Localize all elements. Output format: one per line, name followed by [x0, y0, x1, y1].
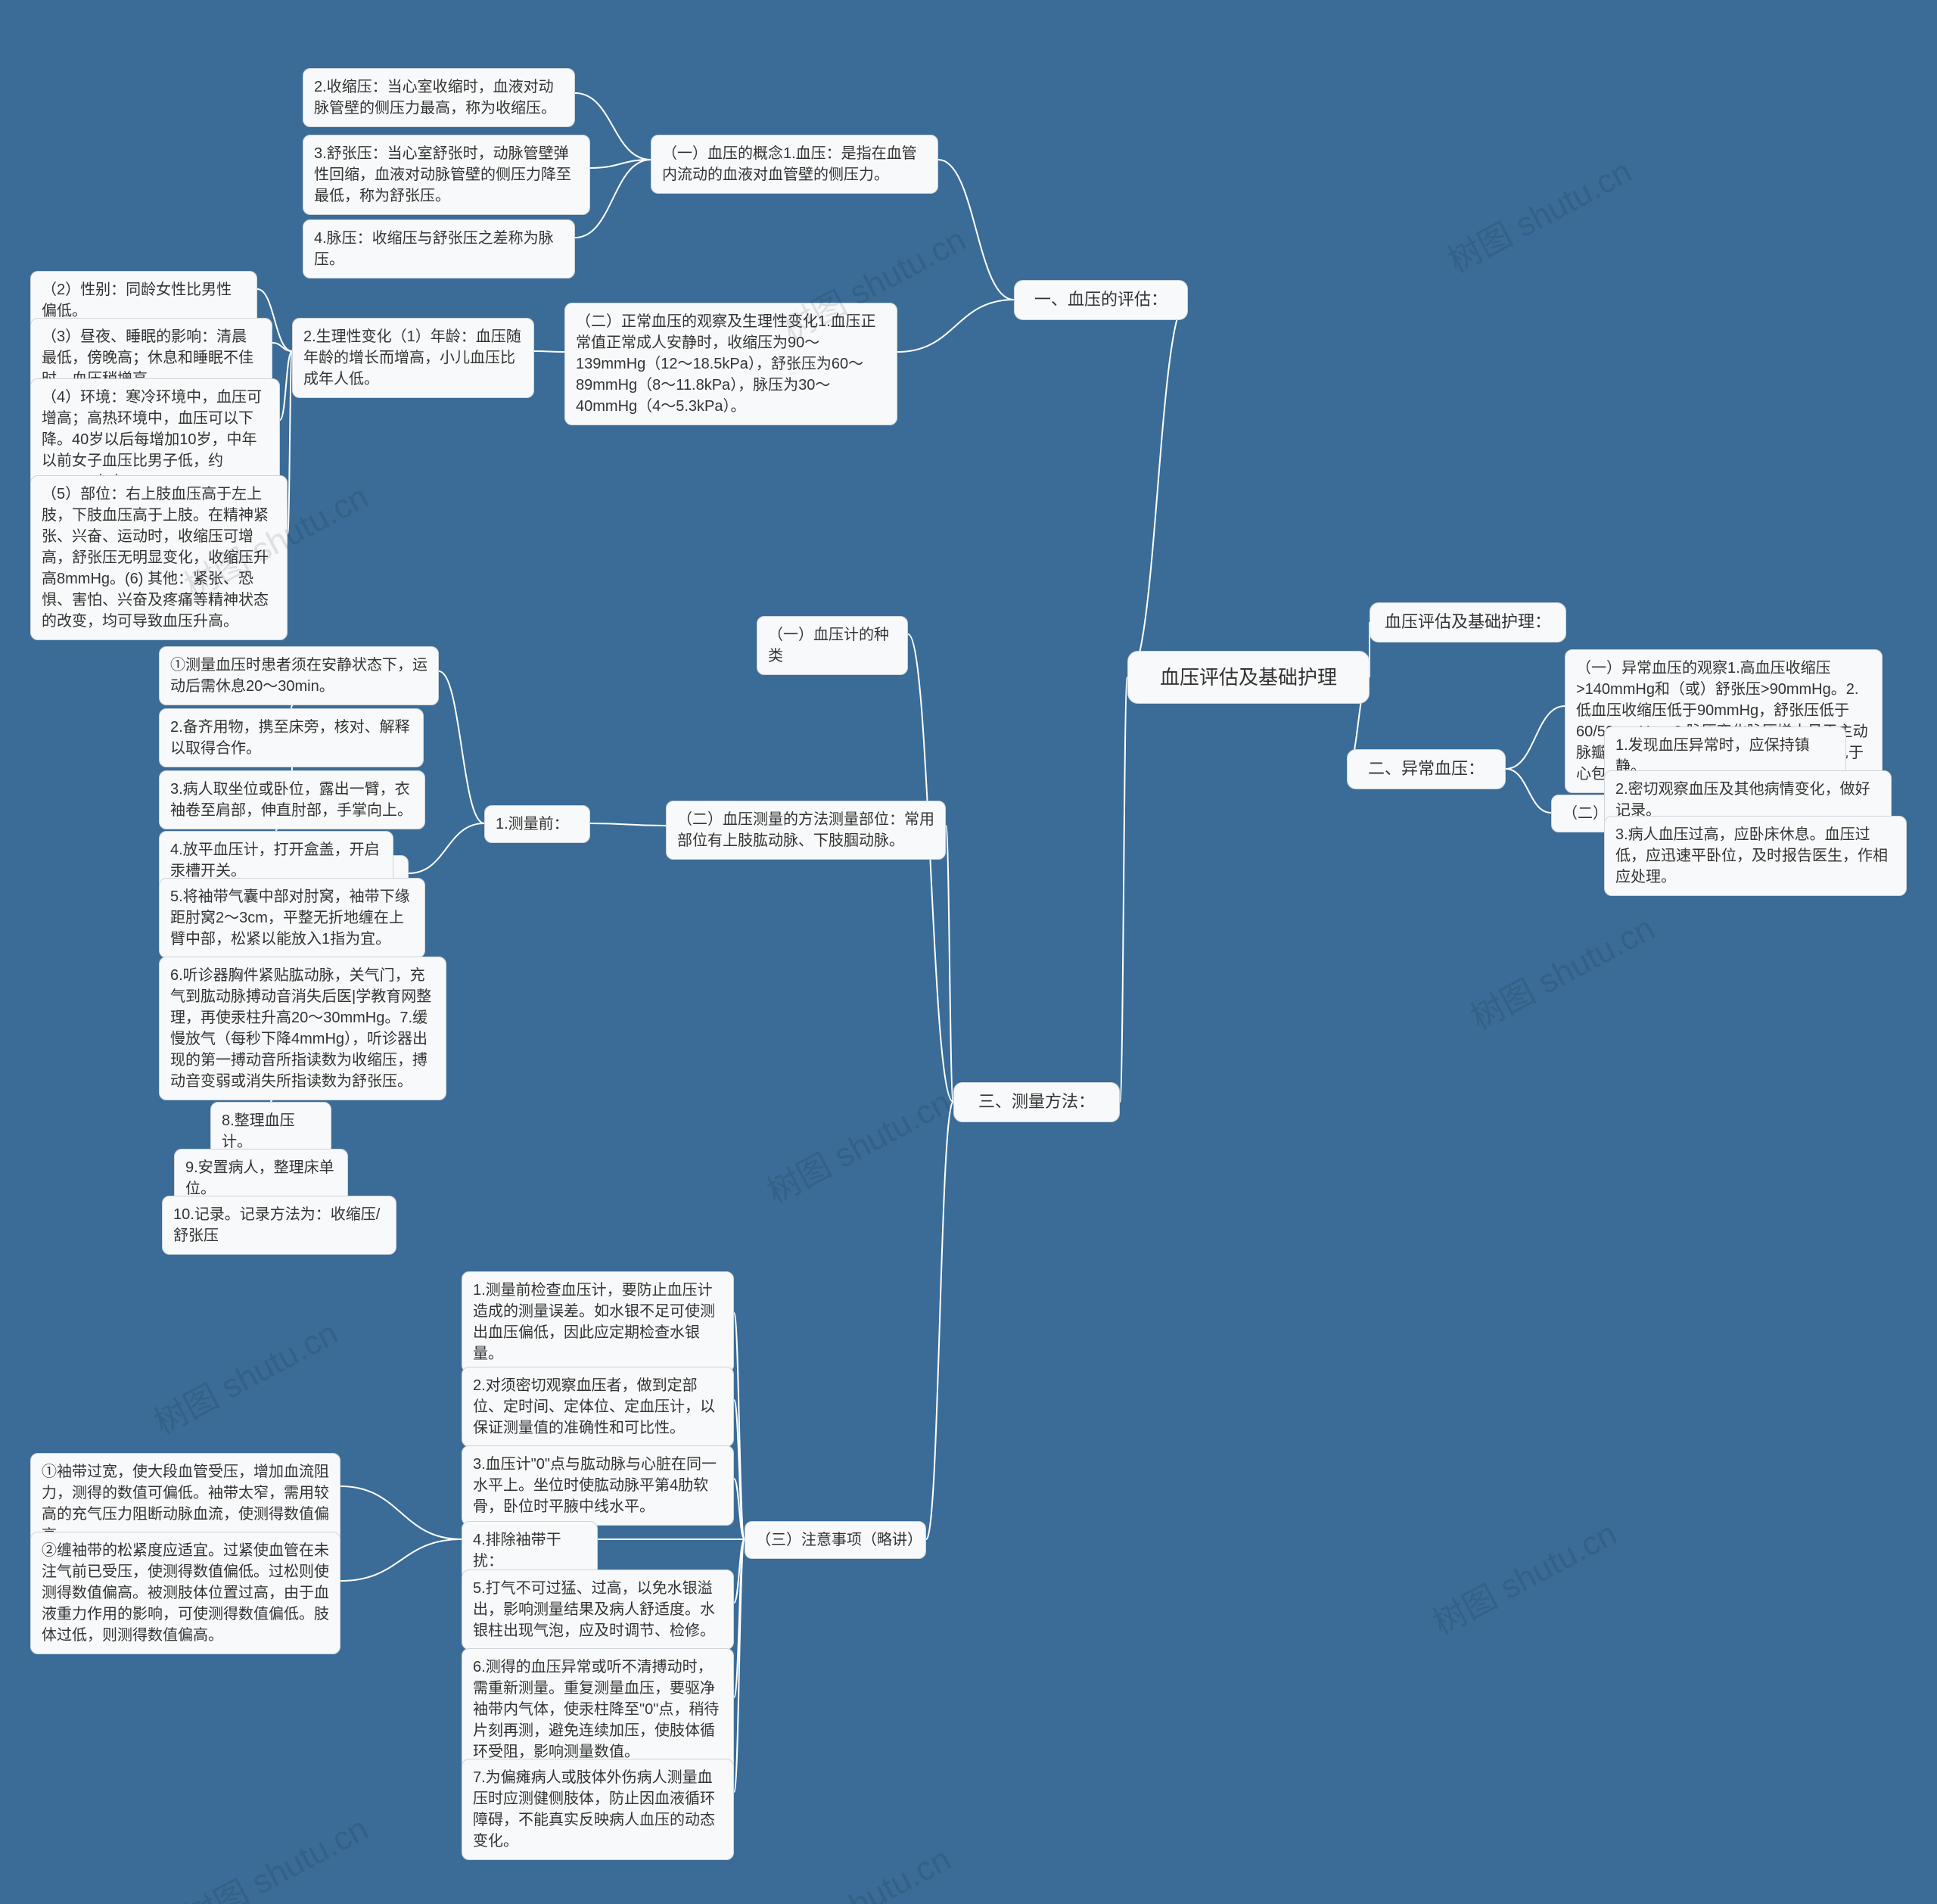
watermark: 树图 shutu.cn — [1423, 1507, 1624, 1644]
edge — [734, 1400, 745, 1539]
watermark: 树图 shutu.cn — [1461, 901, 1662, 1039]
node-n3_3d2[interactable]: ②缠袖带的松紧度应适宜。过紧使血管在未注气前已受压，使测得数值偏低。过松则使测得… — [30, 1532, 340, 1654]
edge — [734, 1313, 745, 1539]
node-n1_2a[interactable]: 2.生理性变化（1）年龄：血压随年龄的增长而增高，小儿血压比成年人低。 — [292, 318, 534, 398]
node-n1_1a[interactable]: 2.收缩压：当心室收缩时，血液对动脉管壁的侧压力最高，称为收缩压。 — [303, 68, 575, 127]
edge — [908, 634, 953, 1102]
node-n1_1c[interactable]: 4.脉压：收缩压与舒张压之差称为脉压。 — [303, 219, 575, 278]
node-root[interactable]: 血压评估及基础护理 — [1127, 651, 1370, 704]
watermark: 树图 shutu.cn — [145, 1306, 345, 1444]
node-n3_3c[interactable]: 3.血压计"0"点与肱动脉与心脏在同一水平上。坐位时使肱动脉平第4肋软骨，卧位时… — [462, 1445, 734, 1526]
node-n3_2m2[interactable]: 2.备齐用物，携至床旁，核对、解释以取得合作。 — [159, 708, 424, 767]
edge — [1127, 300, 1188, 677]
edge — [734, 1539, 745, 1603]
edge — [946, 826, 953, 1102]
edge — [897, 300, 1014, 352]
node-mA[interactable]: 血压评估及基础护理： — [1370, 602, 1566, 642]
node-m2[interactable]: 二、异常血压： — [1347, 749, 1506, 789]
node-n3_2m1[interactable]: ①测量血压时患者须在安静状态下，运动后需休息20～30min。 — [159, 646, 439, 705]
edge — [734, 1539, 745, 1792]
edge — [534, 351, 564, 352]
edge — [734, 1479, 745, 1539]
watermark: 树图 shutu.cn — [1438, 145, 1639, 282]
edge — [340, 1539, 462, 1581]
node-n3_2m5[interactable]: 5.将袖带气囊中部对肘窝，袖带下缘距肘窝2～3cm，平整无折地缠在上臂中部，松紧… — [159, 878, 425, 958]
node-n3_3f[interactable]: 6.测得的血压异常或听不清搏动时，需重新测量。重复测量血压，要驱净袖带内气体，使… — [462, 1648, 734, 1771]
node-n3_3g[interactable]: 7.为偏瘫病人或肢体外伤病人测量血压时应测健侧肢体，防止因血液循环障碍，不能真实… — [462, 1759, 734, 1860]
node-m3[interactable]: 三、测量方法： — [953, 1082, 1120, 1122]
edge — [926, 1102, 953, 1539]
node-n3_2m3[interactable]: 3.病人取坐位或卧位，露出一臂，衣袖卷至肩部，伸直肘部，手掌向上。 — [159, 770, 425, 829]
mindmap-canvas: 血压评估及基础护理 一、血压的评估： 血压评估及基础护理： 二、异常血压： 三、测量方法… — [0, 0, 1937, 1904]
edge — [1120, 677, 1127, 1102]
edge — [590, 160, 651, 168]
node-n1_1b[interactable]: 3.舒张压：当心室舒张时，动脉管壁弹性回缩，血液对动脉管壁的侧压力降至最低，称为… — [303, 135, 590, 215]
watermark: 树图 shutu.cn — [757, 1075, 958, 1213]
node-n3_2m10[interactable]: 10.记录。记录方法为：收缩压/舒张压 — [162, 1196, 396, 1255]
node-n3_3b[interactable]: 2.对须密切观察血压者，做到定部位、定时间、定体位、定血压计，以保证测量值的准确… — [462, 1367, 734, 1447]
edge — [734, 1539, 745, 1697]
node-n1_2a4[interactable]: （5）部位：右上肢血压高于左上肢，下肢血压高于上肢。在精神紧张、兴奋、运动时，收… — [30, 475, 288, 640]
node-n3_1[interactable]: （一）血压计的种类 — [757, 616, 908, 675]
node-n3_3a[interactable]: 1.测量前检查血压计，要防止血压计造成的测量误差。如水银不足可使测出血压偏低，因… — [462, 1271, 734, 1373]
edge — [590, 823, 666, 826]
node-n3_2m6[interactable]: 6.听诊器胸件紧贴肱动脉，关气门，充气到肱动脉搏动音消失后医|学教育网整理，再使… — [159, 957, 446, 1100]
node-n2_2c[interactable]: 3.病人血压过高，应卧床休息。血压过低，应迅速平卧位，及时报告医生，作相应处理。 — [1604, 816, 1907, 896]
node-m1[interactable]: 一、血压的评估： — [1014, 280, 1188, 320]
edge — [280, 351, 292, 420]
edge — [1506, 769, 1551, 813]
watermark: 树图 shutu.cn — [175, 1802, 375, 1904]
node-n3_3[interactable]: （三）注意事项（略讲） — [745, 1521, 926, 1559]
node-n1_1[interactable]: （一）血压的概念1.血压：是指在血管内流动的血液对血管壁的侧压力。 — [651, 135, 938, 194]
node-n1_2[interactable]: （二）正常血压的观察及生理性变化1.血压正常值正常成人安静时，收缩压为90～13… — [564, 303, 897, 425]
node-n3_2[interactable]: （二）血压测量的方法测量部位：常用部位有上肢肱动脉、下肢腘动脉。 — [666, 801, 946, 860]
node-n3_3e[interactable]: 5.打气不可过猛、过高，以免水银溢出，影响测量结果及病人舒适度。水银柱出现气泡，… — [462, 1570, 734, 1650]
edge — [409, 823, 484, 873]
edge — [340, 1486, 462, 1539]
edge — [1506, 706, 1565, 769]
watermark: 树图 shutu.cn — [757, 1832, 958, 1904]
edge — [938, 160, 1014, 300]
node-n3_2m[interactable]: 1.测量前： — [484, 805, 590, 843]
edge — [439, 671, 484, 823]
edge — [272, 343, 292, 351]
